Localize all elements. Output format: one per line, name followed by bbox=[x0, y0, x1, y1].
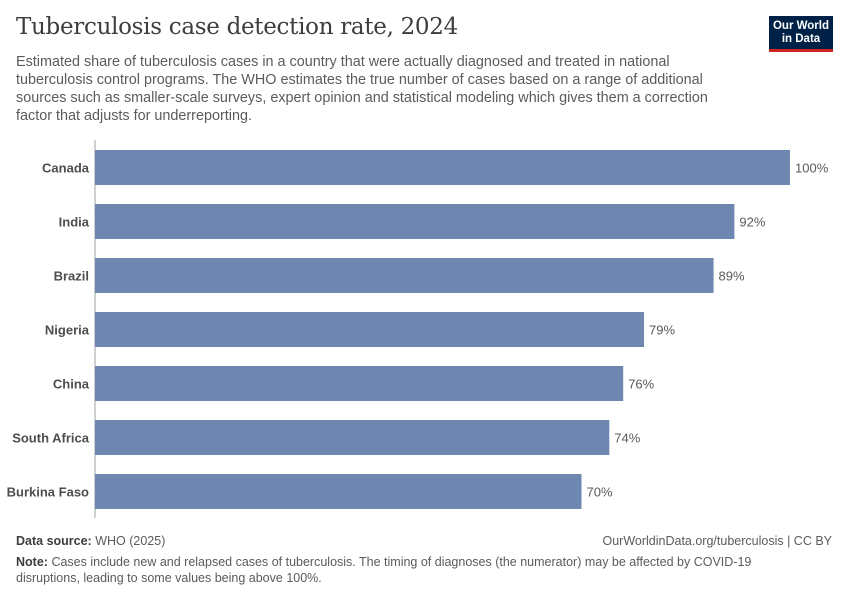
value-label: 74% bbox=[614, 431, 640, 446]
category-label: South Africa bbox=[12, 431, 90, 446]
bar-canada[interactable] bbox=[95, 150, 790, 185]
chart-subtitle: Estimated share of tuberculosis cases in… bbox=[16, 54, 708, 124]
data-source: Data source: WHO (2025) bbox=[16, 534, 165, 548]
data-source-value[interactable]: WHO (2025) bbox=[95, 534, 166, 548]
value-label: 79% bbox=[649, 323, 675, 338]
owid-logo[interactable]: Our World in Data bbox=[769, 16, 833, 52]
data-source-label: Data source: bbox=[16, 534, 92, 548]
bar-chart: Canada 100% India 92% Brazil 89% Nigeria 79% Chi… bbox=[7, 140, 829, 518]
bar-brazil[interactable] bbox=[95, 258, 714, 293]
value-label: 100% bbox=[795, 161, 829, 176]
bar-south-africa[interactable] bbox=[95, 420, 610, 455]
note-label: Note: bbox=[16, 555, 48, 569]
value-label: 76% bbox=[628, 377, 654, 392]
logo-line-1: Our World bbox=[772, 20, 829, 32]
chart-note: Note: Cases include new and relapsed cas… bbox=[16, 554, 806, 586]
value-label: 92% bbox=[739, 215, 765, 230]
value-label: 89% bbox=[719, 269, 745, 284]
category-label: China bbox=[53, 377, 90, 392]
bar-india[interactable] bbox=[95, 204, 735, 239]
chart-title: Tuberculosis case detection rate, 2024 bbox=[16, 14, 458, 40]
bar-burkina-faso[interactable] bbox=[95, 474, 582, 509]
note-text: Cases include new and relapsed cases of … bbox=[16, 555, 752, 585]
bar-nigeria[interactable] bbox=[95, 312, 645, 347]
logo-line-2: in Data bbox=[781, 33, 821, 45]
credit-link[interactable]: OurWorldinData.org/tuberculosis | CC BY bbox=[602, 534, 833, 548]
value-label: 70% bbox=[587, 485, 613, 500]
category-label: Nigeria bbox=[45, 323, 90, 338]
category-label: Canada bbox=[42, 161, 90, 176]
category-label: Burkina Faso bbox=[7, 485, 89, 500]
bar-china[interactable] bbox=[95, 366, 624, 401]
category-label: India bbox=[59, 215, 90, 230]
category-label: Brazil bbox=[54, 269, 89, 284]
